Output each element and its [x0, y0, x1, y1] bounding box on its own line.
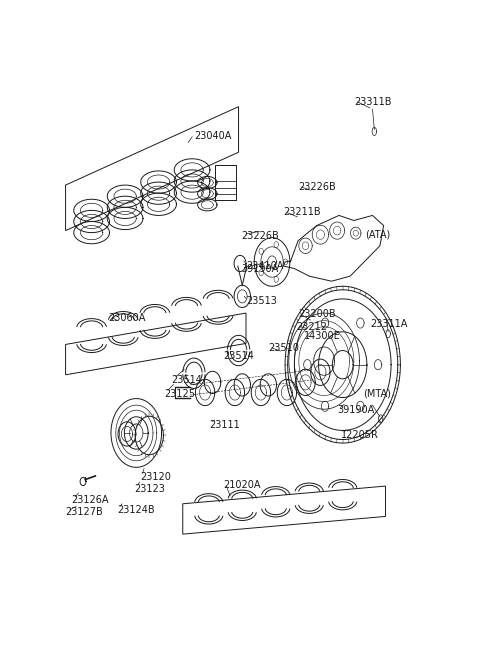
Text: 23200B: 23200B — [298, 309, 336, 319]
Text: 23126A: 23126A — [71, 495, 108, 505]
Text: 23123: 23123 — [134, 484, 165, 493]
Text: 23410A: 23410A — [246, 261, 283, 271]
Text: 14300E: 14300E — [304, 331, 340, 341]
Text: 23124B: 23124B — [118, 505, 156, 515]
Text: 23040A: 23040A — [194, 131, 231, 141]
Text: 12205R: 12205R — [341, 430, 379, 440]
Text: 23125: 23125 — [164, 388, 195, 399]
Text: 23127B: 23127B — [66, 507, 103, 518]
Text: 23120: 23120 — [140, 472, 171, 482]
Text: 23060A: 23060A — [108, 313, 146, 323]
Text: 23211B: 23211B — [283, 208, 321, 217]
Text: 23226B: 23226B — [298, 182, 336, 192]
Text: 23226B: 23226B — [241, 231, 279, 240]
Text: 23514: 23514 — [224, 351, 254, 361]
Text: 23311B: 23311B — [354, 97, 391, 106]
Text: 39190A: 39190A — [241, 264, 278, 274]
Text: 23111: 23111 — [209, 420, 240, 430]
Text: 23311A: 23311A — [371, 319, 408, 328]
Text: 23212: 23212 — [296, 322, 327, 332]
Text: 23510: 23510 — [268, 343, 299, 353]
Text: 39190A: 39190A — [337, 405, 374, 415]
Text: (MTA): (MTA) — [363, 388, 391, 399]
Text: (ATA): (ATA) — [365, 230, 390, 240]
Text: 21020A: 21020A — [224, 480, 261, 489]
Text: 23514: 23514 — [172, 375, 203, 385]
Text: 23513: 23513 — [246, 296, 277, 306]
